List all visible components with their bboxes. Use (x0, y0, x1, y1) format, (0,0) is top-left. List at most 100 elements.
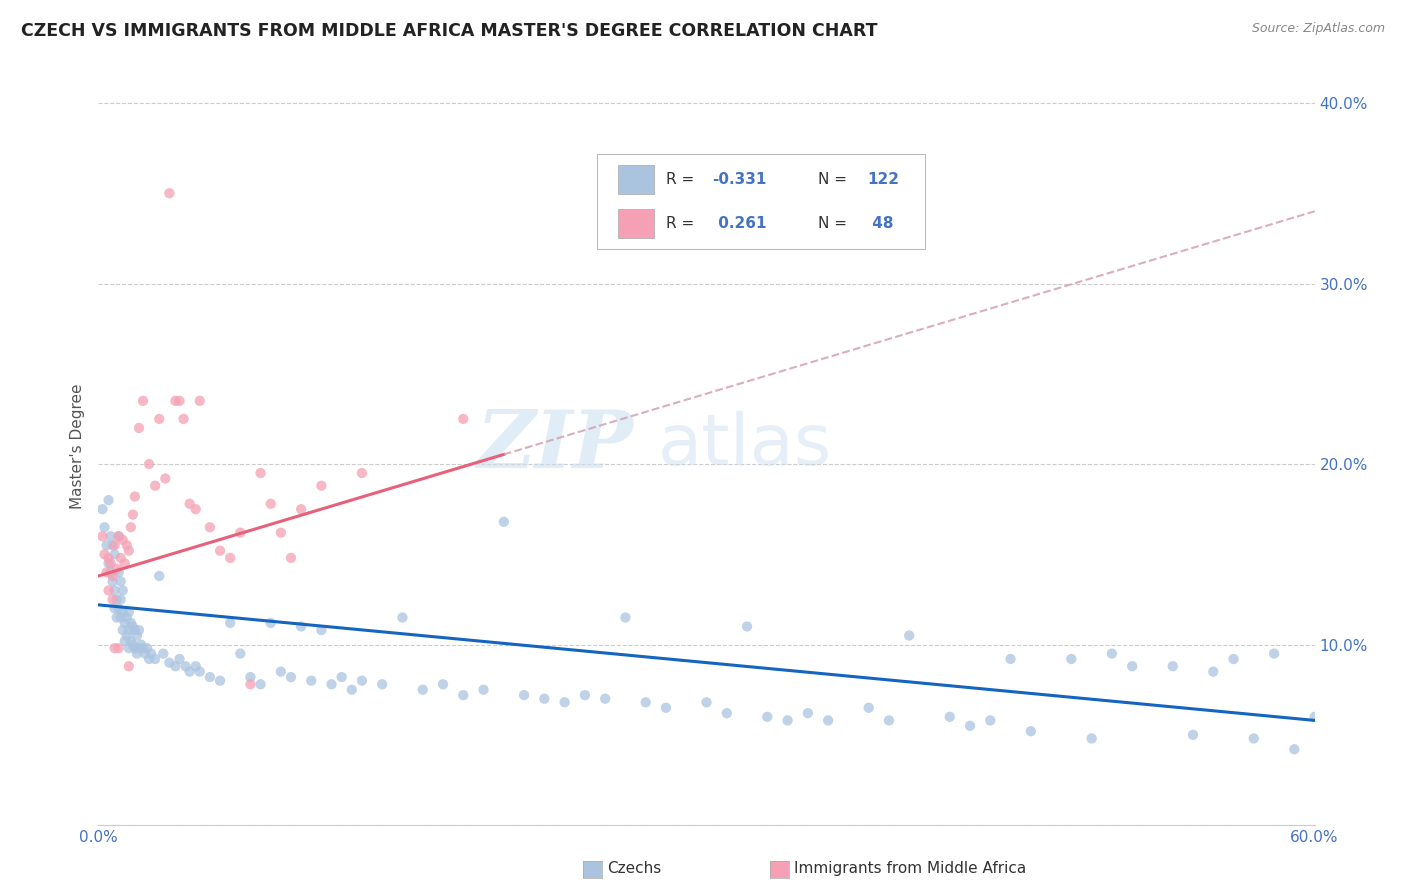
Point (1019, 724, 1042, 739)
Point (179, 497, 201, 511)
Point (371, 677, 394, 691)
Point (1202, 665, 1225, 679)
Point (898, 628, 921, 642)
Point (209, 543, 232, 558)
Point (165, 393, 187, 408)
Point (350, 466, 373, 480)
Point (1303, 710, 1326, 724)
Point (118, 605, 141, 619)
Point (136, 641, 159, 656)
Point (219, 615, 242, 630)
Text: ZIP: ZIP (477, 408, 634, 484)
Point (122, 508, 145, 522)
Point (138, 652, 160, 666)
Point (239, 677, 262, 691)
Point (817, 714, 839, 728)
Point (104, 641, 127, 656)
Point (979, 714, 1001, 728)
Point (1080, 731, 1102, 746)
Point (129, 638, 152, 652)
Point (270, 525, 292, 540)
Point (139, 647, 162, 661)
Point (104, 583, 127, 598)
Point (311, 623, 333, 637)
Text: 48: 48 (868, 216, 894, 231)
Point (735, 619, 758, 633)
Point (101, 569, 124, 583)
Point (229, 525, 252, 540)
Point (152, 647, 174, 661)
Point (350, 673, 373, 688)
FancyBboxPatch shape (617, 165, 654, 194)
Point (1000, 652, 1022, 666)
Point (574, 688, 596, 702)
Point (114, 615, 136, 630)
Point (132, 393, 155, 408)
Point (249, 677, 271, 691)
Point (120, 520, 142, 534)
Point (96, 538, 118, 552)
Point (107, 529, 129, 543)
Text: N =: N = (818, 172, 852, 187)
Point (239, 670, 262, 684)
Point (513, 688, 536, 702)
Point (115, 628, 138, 642)
Point (110, 610, 132, 624)
Point (125, 628, 148, 642)
Point (453, 412, 475, 426)
Point (107, 641, 129, 656)
Point (198, 520, 221, 534)
Point (100, 566, 122, 580)
Point (1161, 659, 1184, 673)
Point (91, 502, 114, 516)
Point (111, 605, 134, 619)
Point (188, 393, 211, 408)
Point (105, 610, 128, 624)
Point (614, 610, 637, 624)
Point (696, 695, 718, 709)
Point (110, 592, 132, 607)
Point (125, 647, 148, 661)
Point (492, 515, 515, 529)
Point (1121, 659, 1143, 673)
Point (412, 682, 434, 697)
Point (104, 538, 127, 552)
Point (97, 557, 120, 571)
Point (120, 634, 142, 648)
Text: Immigrants from Middle Africa: Immigrants from Middle Africa (794, 862, 1026, 876)
Point (184, 659, 207, 673)
Point (111, 533, 134, 547)
Point (655, 700, 678, 714)
Point (169, 393, 191, 408)
Point (91, 529, 114, 543)
Point (756, 710, 779, 724)
Point (280, 550, 302, 565)
Point (110, 574, 132, 589)
Point (124, 641, 146, 656)
Point (311, 479, 333, 493)
Point (554, 695, 576, 709)
Point (107, 601, 129, 615)
Point (391, 610, 413, 624)
Point (321, 677, 343, 691)
Point (432, 677, 454, 691)
Point (101, 538, 124, 552)
Point (93, 547, 115, 561)
Point (128, 641, 150, 656)
Point (290, 619, 312, 633)
Point (128, 623, 150, 637)
Point (107, 566, 129, 580)
Point (143, 652, 166, 666)
Point (114, 557, 136, 571)
Point (101, 592, 124, 607)
Point (797, 706, 820, 721)
Point (858, 700, 880, 714)
Point (219, 550, 242, 565)
Point (124, 490, 146, 504)
Point (138, 457, 160, 471)
Point (877, 714, 900, 728)
Point (173, 412, 195, 426)
Point (157, 656, 180, 670)
Point (115, 538, 138, 552)
Text: 0.261: 0.261 (713, 216, 766, 231)
